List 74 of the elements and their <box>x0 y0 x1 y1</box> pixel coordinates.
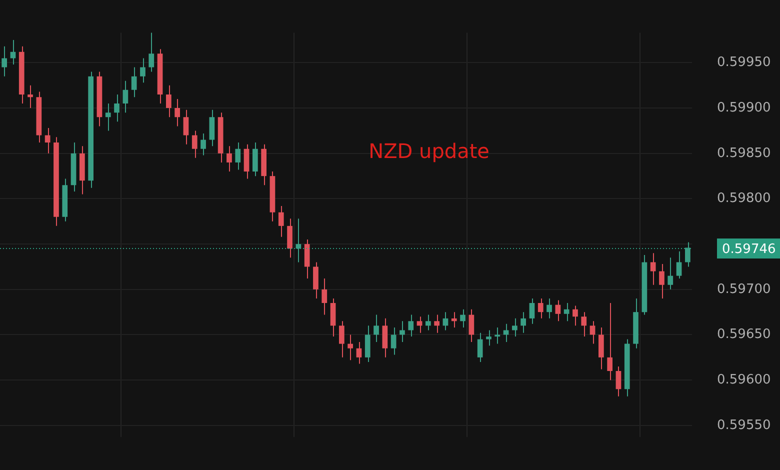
candlestick <box>590 320 596 344</box>
candlestick <box>114 94 120 122</box>
candlestick <box>44 128 50 154</box>
candlestick <box>512 318 518 338</box>
candlestick <box>400 320 405 342</box>
y-tick-label: 0.59850 <box>717 146 771 161</box>
y-tick-label: 0.59900 <box>717 100 771 116</box>
candlestick <box>477 332 483 362</box>
candlestick <box>650 252 656 286</box>
candlestick <box>252 142 258 177</box>
candlestick <box>684 242 690 268</box>
candlestick <box>122 80 128 114</box>
y-tick-label: 0.59700 <box>717 282 771 297</box>
candlestick <box>572 305 578 326</box>
candlestick <box>607 302 613 381</box>
candlestick <box>581 312 587 338</box>
candlestick <box>364 325 370 362</box>
candlestick <box>616 366 622 397</box>
candlestick <box>148 32 154 72</box>
candlestick <box>338 320 344 358</box>
candlestick <box>322 278 328 316</box>
candlestick <box>529 298 535 324</box>
candlestick <box>564 302 570 322</box>
candlestick <box>494 326 500 344</box>
candlestick <box>374 314 379 342</box>
candlestick <box>131 66 137 98</box>
candlestick <box>287 218 292 258</box>
candlestick <box>235 142 241 170</box>
candlestick <box>546 298 552 319</box>
candlestick <box>434 314 440 334</box>
candlestick <box>659 264 664 299</box>
y-tick-label: 0.59800 <box>717 191 771 206</box>
ref-line-label: 0.59746 <box>722 242 776 257</box>
candlestick <box>356 341 362 364</box>
candlestick <box>313 262 318 299</box>
candlestick <box>226 146 232 172</box>
candlestick <box>486 330 492 346</box>
candlestick <box>451 312 457 328</box>
candlestick <box>304 239 310 280</box>
candlestick <box>140 58 146 84</box>
candlestick <box>442 312 448 331</box>
text: NZD update <box>368 139 490 164</box>
candlestick <box>668 257 674 290</box>
candlestick <box>278 205 284 238</box>
candlestick <box>296 218 302 263</box>
candlestick <box>676 250 682 280</box>
candlestick <box>183 109 189 145</box>
candlestick <box>174 98 180 127</box>
candlestick <box>330 298 336 338</box>
y-tick-label: 0.59650 <box>717 327 771 342</box>
candlestick <box>390 326 396 356</box>
candlestick <box>209 109 215 147</box>
candlestick <box>105 103 111 132</box>
candlestick <box>460 308 466 328</box>
candlestick <box>468 308 474 342</box>
candlestick <box>416 316 422 334</box>
y-tick-label: 0.59950 <box>717 55 771 70</box>
candlestick <box>166 84 172 118</box>
candlestick <box>2 46 8 77</box>
candlestick <box>348 334 354 361</box>
candlestick <box>520 312 526 334</box>
candlestick <box>200 132 206 156</box>
candlestick <box>555 300 561 322</box>
candlestick <box>28 84 33 109</box>
y-tick-label: 0.59550 <box>717 418 771 433</box>
candlestick <box>425 314 431 331</box>
candlestick <box>382 318 388 358</box>
y-tick-label: 0.59600 <box>717 372 771 388</box>
candlestick <box>538 298 544 319</box>
candlestick <box>192 130 198 158</box>
candlestick <box>408 314 414 338</box>
candlestick <box>244 144 250 180</box>
candlestick <box>598 326 604 370</box>
candlestick <box>503 323 509 342</box>
